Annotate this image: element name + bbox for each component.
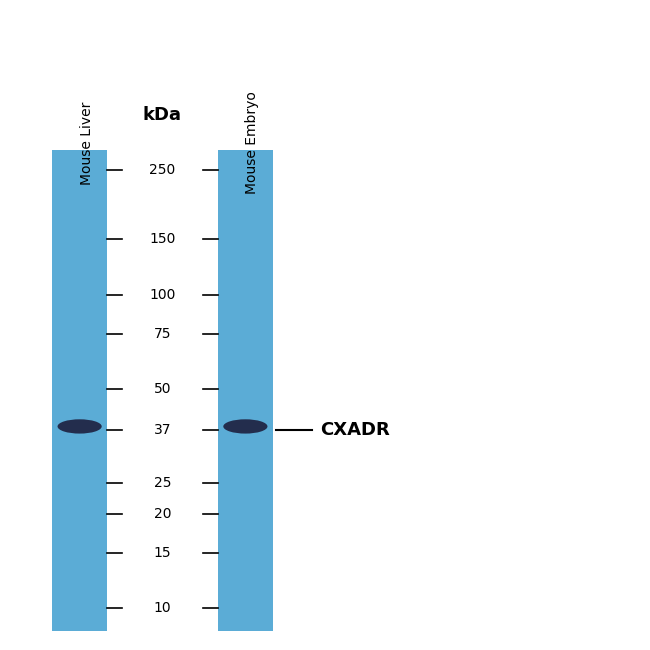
Text: 100: 100 bbox=[150, 287, 176, 302]
Text: 37: 37 bbox=[154, 423, 171, 437]
Text: kDa: kDa bbox=[143, 105, 182, 124]
Text: 75: 75 bbox=[154, 327, 171, 341]
Text: 50: 50 bbox=[154, 382, 171, 396]
Bar bbox=[52, 150, 107, 630]
Ellipse shape bbox=[57, 419, 101, 434]
Text: CXADR: CXADR bbox=[320, 421, 389, 439]
Bar bbox=[218, 150, 273, 630]
Text: 20: 20 bbox=[154, 507, 171, 521]
Text: 250: 250 bbox=[150, 162, 176, 177]
Text: 15: 15 bbox=[153, 546, 172, 560]
Text: 25: 25 bbox=[154, 476, 171, 491]
Text: 10: 10 bbox=[153, 601, 172, 616]
Text: 150: 150 bbox=[150, 232, 176, 246]
Text: Mouse Liver: Mouse Liver bbox=[79, 101, 94, 185]
Text: Mouse Embryo: Mouse Embryo bbox=[246, 92, 259, 194]
Ellipse shape bbox=[224, 419, 268, 434]
